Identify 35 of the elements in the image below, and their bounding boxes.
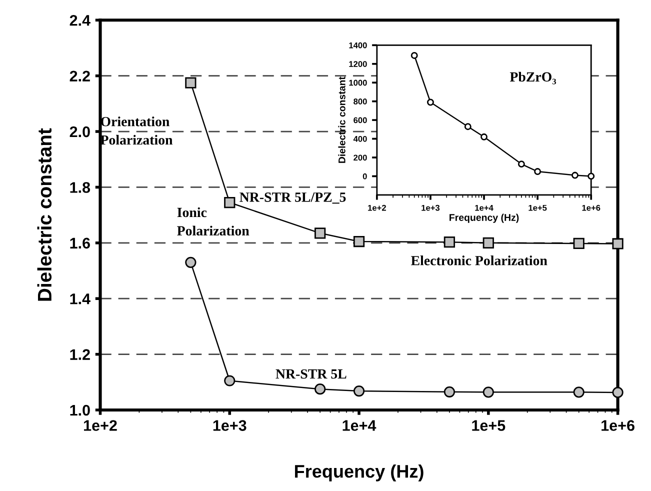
annotation: PbZrO₃ [510, 72, 556, 84]
x-tick-label: 1e+6 [602, 420, 634, 431]
y-tick-label: 1000 [349, 80, 367, 86]
y-tick-label: 200 [354, 154, 367, 161]
x-tick-label: 1e+2 [368, 204, 386, 211]
y-tick-label: 2.2 [70, 70, 90, 82]
y-axis-title: Dielectric constant [338, 76, 346, 163]
series-label: NR-STR 5L [276, 369, 346, 379]
x-axis-title: Frequency (Hz) [295, 464, 424, 482]
y-tick-label: 1.4 [70, 294, 90, 304]
y-tick-label: 2.4 [70, 15, 90, 26]
x-tick-label: 1e+4 [342, 420, 376, 431]
x-tick-label: 1e+3 [213, 420, 246, 431]
y-tick-label: 2.0 [70, 126, 90, 138]
y-tick-label: 0 [362, 173, 367, 180]
y-tick-label: 600 [354, 117, 367, 124]
y-tick-label: 400 [353, 136, 367, 142]
y-tick-label: 1200 [349, 61, 367, 67]
x-tick-label: 1e+4 [475, 204, 494, 211]
y-tick-label: 1.6 [70, 238, 90, 249]
annotation: Electronic Polarization [411, 256, 548, 266]
y-tick-label: 1400 [349, 42, 367, 48]
x-tick-label: 1e+2 [84, 420, 117, 431]
y-tick-label: 1.2 [70, 349, 90, 360]
x-axis-title: Frequency (Hz) [450, 214, 519, 223]
x-tick-label: 1e+3 [422, 204, 440, 211]
y-tick-label: 1.8 [70, 182, 90, 193]
y-tick-label: 1.0 [70, 404, 90, 416]
x-tick-label: 1e+5 [528, 204, 547, 211]
y-axis-title: Dielectric constant [37, 128, 52, 301]
x-tick-label: 1e+5 [472, 420, 506, 431]
legend-label: NR-STR 5L/PZ_5 [240, 192, 346, 204]
x-tick-label: 1e+6 [582, 204, 600, 211]
y-tick-label: 800 [354, 98, 367, 104]
annotation: Ionic Polarization [177, 207, 250, 236]
